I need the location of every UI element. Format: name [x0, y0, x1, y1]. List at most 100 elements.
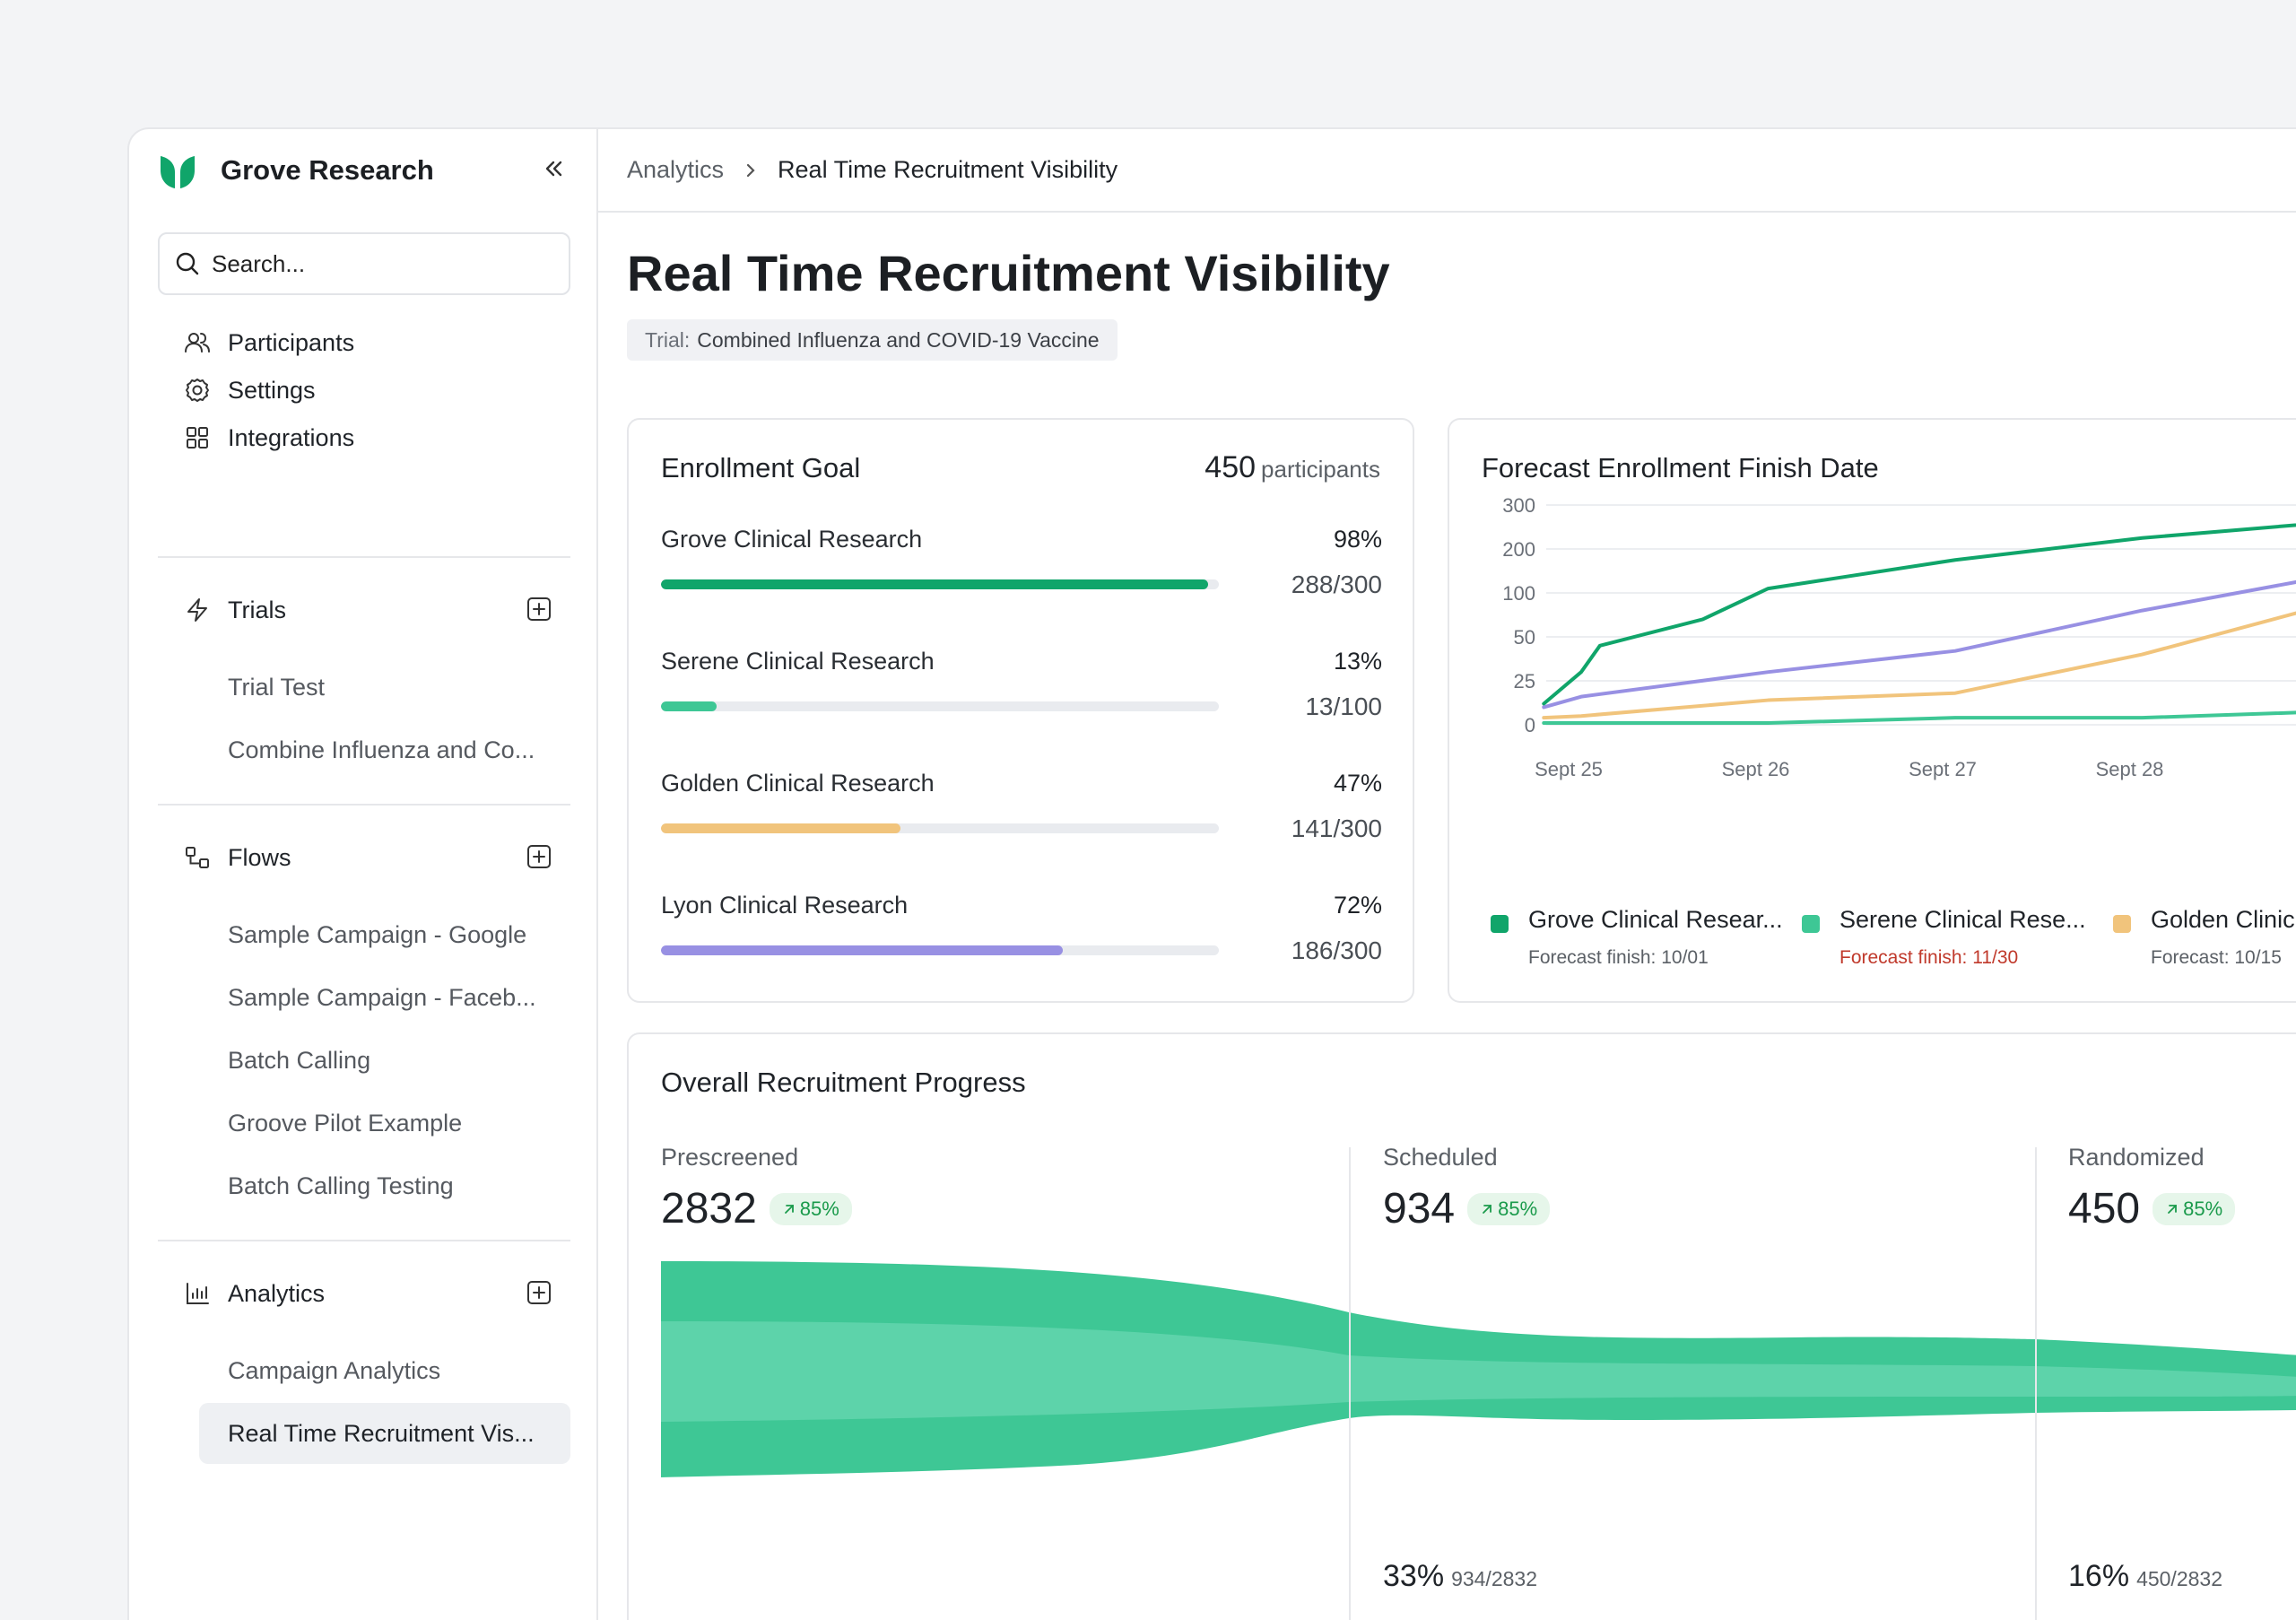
y-tick-label: 100 [1502, 582, 1535, 605]
site-progress-track [661, 579, 1219, 589]
legend-forecast: Forecast finish: 11/30 [1839, 947, 2019, 968]
site-progress-track [661, 945, 1219, 955]
add-analytics-icon[interactable] [526, 1279, 552, 1306]
page-title: Real Time Recruitment Visibility [627, 245, 1390, 301]
site-progress-fill [661, 945, 1063, 955]
stage-value: 450 [2068, 1185, 2141, 1232]
stage-value-row: 934 85% [1383, 1184, 1551, 1233]
stage-value: 934 [1383, 1185, 1456, 1232]
site-row: Lyon Clinical Research 72% 186/300 [661, 892, 1382, 990]
sidebar-divider [158, 1240, 570, 1241]
site-row: Serene Clinical Research 13% 13/100 [661, 648, 1382, 746]
conversion-rate: 16% 450/2832 [2068, 1559, 2222, 1594]
stage-divider [2035, 1147, 2037, 1620]
enrollment-goal-card: Enrollment Goal 450 participants Grove Cl… [627, 418, 1414, 1003]
y-tick-label: 50 [1514, 626, 1535, 649]
funnel-inner-band [661, 1321, 2296, 1422]
sidebar-subitem-combine-influenza[interactable]: Combine Influenza and Co... [228, 736, 535, 763]
funnel-stage: Randomized 450 85% [2068, 1144, 2236, 1233]
site-name: Golden Clinical Research [661, 770, 935, 797]
stage-label: Scheduled [1383, 1144, 1498, 1171]
sidebar-item-label: Flows [228, 843, 291, 871]
site-percent: 47% [1333, 770, 1382, 797]
sidebar-subitem-flow[interactable]: Sample Campaign - Faceb... [228, 984, 536, 1011]
sidebar: Grove Research Participants Settings Int… [129, 129, 598, 1620]
site-progress-fill [661, 823, 901, 833]
sidebar-subitem-flow[interactable]: Sample Campaign - Google [228, 921, 527, 948]
site-progress-track [661, 701, 1219, 711]
series-line [1542, 611, 2296, 720]
bar-chart-icon [187, 1283, 209, 1304]
sidebar-item-label: Trials [228, 596, 286, 623]
conversion-fraction: 934/2832 [1451, 1567, 1537, 1590]
sidebar-item-trials[interactable]: Trials [183, 590, 286, 630]
funnel-stage: Scheduled 934 85% [1383, 1144, 1551, 1233]
sidebar-subitem-flow[interactable]: Batch Calling [228, 1047, 371, 1074]
main-content: Analytics Real Time Recruitment Visibili… [598, 129, 2296, 1620]
site-progress-fill [661, 579, 1208, 589]
growth-badge-value: 85% [799, 1197, 839, 1220]
goal-total-number: 450 [1205, 450, 1257, 484]
sidebar-subitem-flow[interactable]: Batch Calling Testing [228, 1172, 454, 1199]
sidebar-item-analytics[interactable]: Analytics [183, 1274, 325, 1313]
series-line [1542, 523, 2296, 706]
stage-label: Prescreened [661, 1144, 799, 1171]
series-line [1542, 710, 2296, 726]
sidebar-item-flows[interactable]: Flows [183, 838, 291, 877]
x-tick-label: Sept 27 [1909, 758, 1977, 780]
site-row: Grove Clinical Research 98% 288/300 [661, 526, 1382, 624]
y-tick-label: 0 [1525, 714, 1535, 736]
series-line [1542, 579, 2296, 710]
conversion-percent: 33% [1383, 1559, 1445, 1593]
site-percent: 13% [1333, 648, 1382, 675]
grove-logo-icon [161, 156, 195, 188]
stage-value: 2832 [661, 1185, 757, 1232]
sidebar-item-participants[interactable]: Participants [183, 323, 354, 362]
add-trial-icon[interactable] [526, 596, 552, 623]
goal-total-unit: participants [1261, 456, 1380, 483]
users-icon [185, 333, 210, 353]
x-tick-label: Sept 26 [1722, 758, 1790, 780]
sidebar-item-integrations[interactable]: Integrations [183, 418, 354, 457]
arrow-up-right-icon [784, 1204, 794, 1214]
card-title: Enrollment Goal [661, 452, 861, 483]
site-name: Grove Clinical Research [661, 526, 923, 553]
legend-swatch [1802, 915, 1820, 933]
search-box[interactable] [158, 232, 570, 295]
grid-icon [187, 427, 208, 449]
breadcrumb-parent[interactable]: Analytics [627, 156, 725, 183]
growth-badge: 85% [2152, 1192, 2236, 1225]
search-input[interactable] [212, 249, 552, 278]
y-tick-label: 25 [1514, 670, 1535, 692]
search-icon [176, 252, 199, 275]
site-progress-fill [661, 701, 718, 711]
lightning-icon [187, 598, 207, 622]
growth-badge-value: 85% [2183, 1197, 2223, 1220]
add-flow-icon[interactable] [526, 843, 552, 870]
breadcrumb-current: Real Time Recruitment Visibility [778, 156, 1118, 183]
arrow-up-right-icon [2168, 1204, 2177, 1214]
sidebar-subitem-real-time-recruitment[interactable]: Real Time Recruitment Vis... [199, 1403, 570, 1464]
legend-forecast: Forecast finish: 10/01 [1528, 947, 1709, 968]
site-fraction: 186/300 [1291, 936, 1382, 964]
sidebar-subitem-campaign-analytics[interactable]: Campaign Analytics [228, 1357, 441, 1384]
site-name: Serene Clinical Research [661, 648, 935, 675]
trial-chip[interactable]: Trial: Combined Influenza and COVID-19 V… [627, 319, 1118, 361]
site-fraction: 13/100 [1305, 692, 1382, 720]
sidebar-item-settings[interactable]: Settings [183, 370, 316, 410]
recruitment-progress-card: Overall Recruitment Progress Prescreened… [627, 1032, 2296, 1620]
site-progress-track [661, 823, 1219, 833]
legend-swatch [2113, 915, 2131, 933]
brand[interactable]: Grove Research [158, 149, 434, 192]
x-tick-label: Sept 25 [1535, 758, 1603, 780]
sidebar-subitem-trial-test[interactable]: Trial Test [228, 674, 326, 701]
growth-badge-value: 85% [1498, 1197, 1538, 1220]
card-title: Forecast Enrollment Finish Date [1482, 452, 1879, 483]
sidebar-item-label: Integrations [228, 423, 355, 451]
sidebar-subitem-flow[interactable]: Groove Pilot Example [228, 1110, 463, 1137]
sidebar-item-label: Settings [228, 376, 316, 404]
conversion-percent: 16% [2068, 1559, 2130, 1593]
collapse-sidebar-icon[interactable] [540, 154, 569, 183]
gear-icon [186, 379, 209, 402]
recruitment-funnel [661, 1261, 2296, 1477]
